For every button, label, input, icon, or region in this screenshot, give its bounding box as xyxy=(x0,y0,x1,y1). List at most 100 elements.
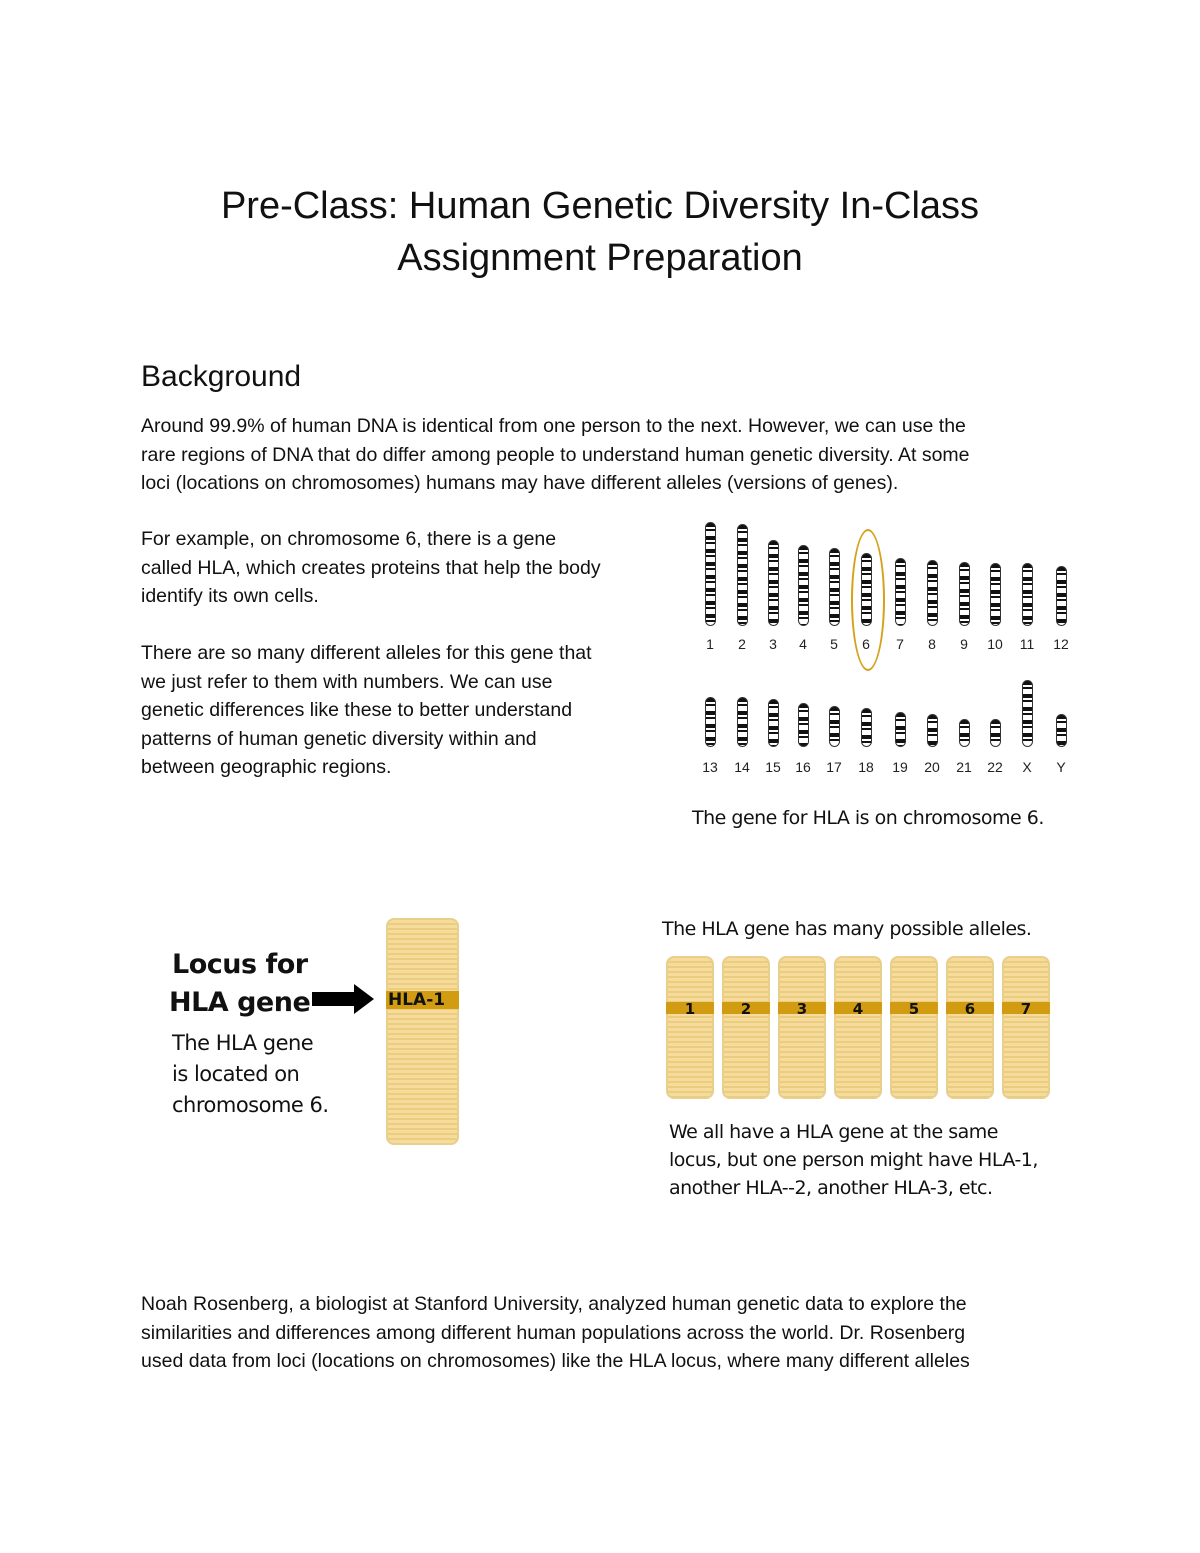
chromosome-label: 2 xyxy=(738,636,746,652)
alleles-paragraph: There are so many different alleles for … xyxy=(141,639,592,782)
chromosome-15 xyxy=(768,699,779,747)
chromosome-label: Y xyxy=(1056,759,1066,775)
karyotype-caption: The gene for HLA is on chromosome 6. xyxy=(692,807,1044,829)
allele-band: 1 xyxy=(666,1002,714,1017)
chromosome-14 xyxy=(737,697,748,747)
chromosome-label: 1 xyxy=(706,636,714,652)
title-line: Pre-Class: Human Genetic Diversity In-Cl… xyxy=(220,185,980,227)
chromosome-label: 12 xyxy=(1053,636,1069,652)
text-line: rare regions of DNA that do differ among… xyxy=(141,443,970,466)
allele-band: 2 xyxy=(722,1002,770,1017)
text-line: Around 99.9% of human DNA is identical f… xyxy=(141,415,966,437)
alleles-title: The HLA gene has many possible alleles. xyxy=(662,918,1032,940)
text-line: We all have a HLA gene at the same xyxy=(669,1121,998,1143)
chromosome-label: 20 xyxy=(924,759,940,775)
allele-chromosome xyxy=(890,956,938,1099)
example-paragraph: For example, on chromosome 6, there is a… xyxy=(141,525,601,611)
chromosome-12 xyxy=(1056,566,1067,626)
allele-chromosome xyxy=(946,956,994,1099)
alleles-text: We all have a HLA gene at the same locus… xyxy=(669,1118,1038,1202)
allele-chromosome xyxy=(666,956,714,1099)
chromosome-label: 16 xyxy=(795,759,811,775)
allele-band: 3 xyxy=(778,1002,826,1017)
intro-paragraph: Around 99.9% of human DNA is identical f… xyxy=(141,412,1081,498)
section-heading-background: Background xyxy=(141,360,302,393)
chromosome-label: 4 xyxy=(799,636,807,652)
chromosome-22 xyxy=(990,719,1001,747)
chromosome-label: 22 xyxy=(987,759,1003,775)
text-line: chromosome 6. xyxy=(172,1093,329,1117)
chromosome-19 xyxy=(895,712,906,747)
text-line: we just refer to them with numbers. We c… xyxy=(141,670,553,693)
chromosome-5 xyxy=(829,548,840,626)
chromosome-label: 9 xyxy=(960,636,968,652)
arrow-icon xyxy=(312,992,356,1006)
allele-chromosome xyxy=(778,956,826,1099)
text-line: locus, but one person might have HLA-1, xyxy=(669,1149,1038,1171)
chromosome-6-highlight xyxy=(851,529,885,671)
chromosome-18 xyxy=(861,708,872,747)
text-line: similarities and differences among diffe… xyxy=(141,1321,966,1344)
chromosome-X xyxy=(1022,680,1033,747)
text-line: used data from loci (locations on chromo… xyxy=(141,1350,970,1372)
chromosome-3 xyxy=(768,540,779,626)
allele-chromosome xyxy=(834,956,882,1099)
chromosome-label: 13 xyxy=(702,759,718,775)
chromosome-label: 3 xyxy=(769,636,777,652)
chromosome-21 xyxy=(959,719,970,747)
allele-band: 5 xyxy=(890,1002,938,1017)
heading-line: HLA gene xyxy=(169,987,311,1018)
arrow-head-icon xyxy=(354,984,374,1014)
chromosome-6-diagram xyxy=(386,918,459,1145)
chromosome-label: 17 xyxy=(826,759,842,775)
chromosome-17 xyxy=(829,706,840,747)
chromosome-9 xyxy=(959,562,970,626)
chromosome-label: 14 xyxy=(734,759,750,775)
chromosome-label: 8 xyxy=(928,636,936,652)
text-line: For example, on chromosome 6, there is a… xyxy=(141,528,557,550)
text-line: patterns of human genetic diversity with… xyxy=(141,727,537,750)
chromosome-label: 19 xyxy=(892,759,908,775)
text-line: called HLA, which creates proteins that … xyxy=(141,556,601,579)
page-title: Pre-Class: Human Genetic Diversity In-Cl… xyxy=(0,180,1200,284)
text-line: genetic differences like these to better… xyxy=(141,699,573,721)
allele-band: 6 xyxy=(946,1002,994,1017)
chromosome-label: 18 xyxy=(858,759,874,775)
chromosome-7 xyxy=(895,558,906,626)
allele-chromosome xyxy=(722,956,770,1099)
text-line: Noah Rosenberg, a biologist at Stanford … xyxy=(141,1293,967,1315)
chromosome-4 xyxy=(798,545,809,626)
text-line: between geographic regions. xyxy=(141,756,392,778)
text-line: another HLA--2, another HLA-3, etc. xyxy=(669,1177,993,1199)
chromosome-20 xyxy=(927,714,938,747)
text-line: loci (locations on chromosomes) humans m… xyxy=(141,472,899,494)
chromosome-11 xyxy=(1022,563,1033,626)
chromosome-16 xyxy=(798,703,809,747)
chromosome-label: 5 xyxy=(830,636,838,652)
allele-chromosome xyxy=(1002,956,1050,1099)
text-line: There are so many different alleles for … xyxy=(141,642,592,664)
allele-band: 7 xyxy=(1002,1002,1050,1017)
chromosome-label: X xyxy=(1022,759,1032,775)
allele-band: 4 xyxy=(834,1002,882,1017)
hla-1-band: HLA-1 xyxy=(386,991,459,1009)
chromosome-10 xyxy=(990,563,1001,626)
locus-heading: Locus for HLA gene xyxy=(169,946,311,1022)
text-line: is located on xyxy=(172,1062,300,1086)
title-line: Assignment Preparation xyxy=(397,237,803,279)
chromosome-8 xyxy=(927,560,938,626)
chromosome-1 xyxy=(705,522,716,626)
text-line: identify its own cells. xyxy=(141,585,319,607)
chromosome-label: 21 xyxy=(956,759,972,775)
chromosome-Y xyxy=(1056,714,1067,747)
chromosome-6 xyxy=(861,553,872,626)
chromosome-label: 6 xyxy=(862,636,870,652)
heading-line: Locus for xyxy=(172,949,308,980)
chromosome-label: 7 xyxy=(896,636,904,652)
chromosome-label: 11 xyxy=(1019,636,1035,652)
locus-text: The HLA gene is located on chromosome 6. xyxy=(172,1028,329,1121)
chromosome-label: 15 xyxy=(765,759,781,775)
text-line: The HLA gene xyxy=(172,1031,314,1055)
closing-paragraph: Noah Rosenberg, a biologist at Stanford … xyxy=(141,1290,1081,1376)
chromosome-2 xyxy=(737,524,748,626)
